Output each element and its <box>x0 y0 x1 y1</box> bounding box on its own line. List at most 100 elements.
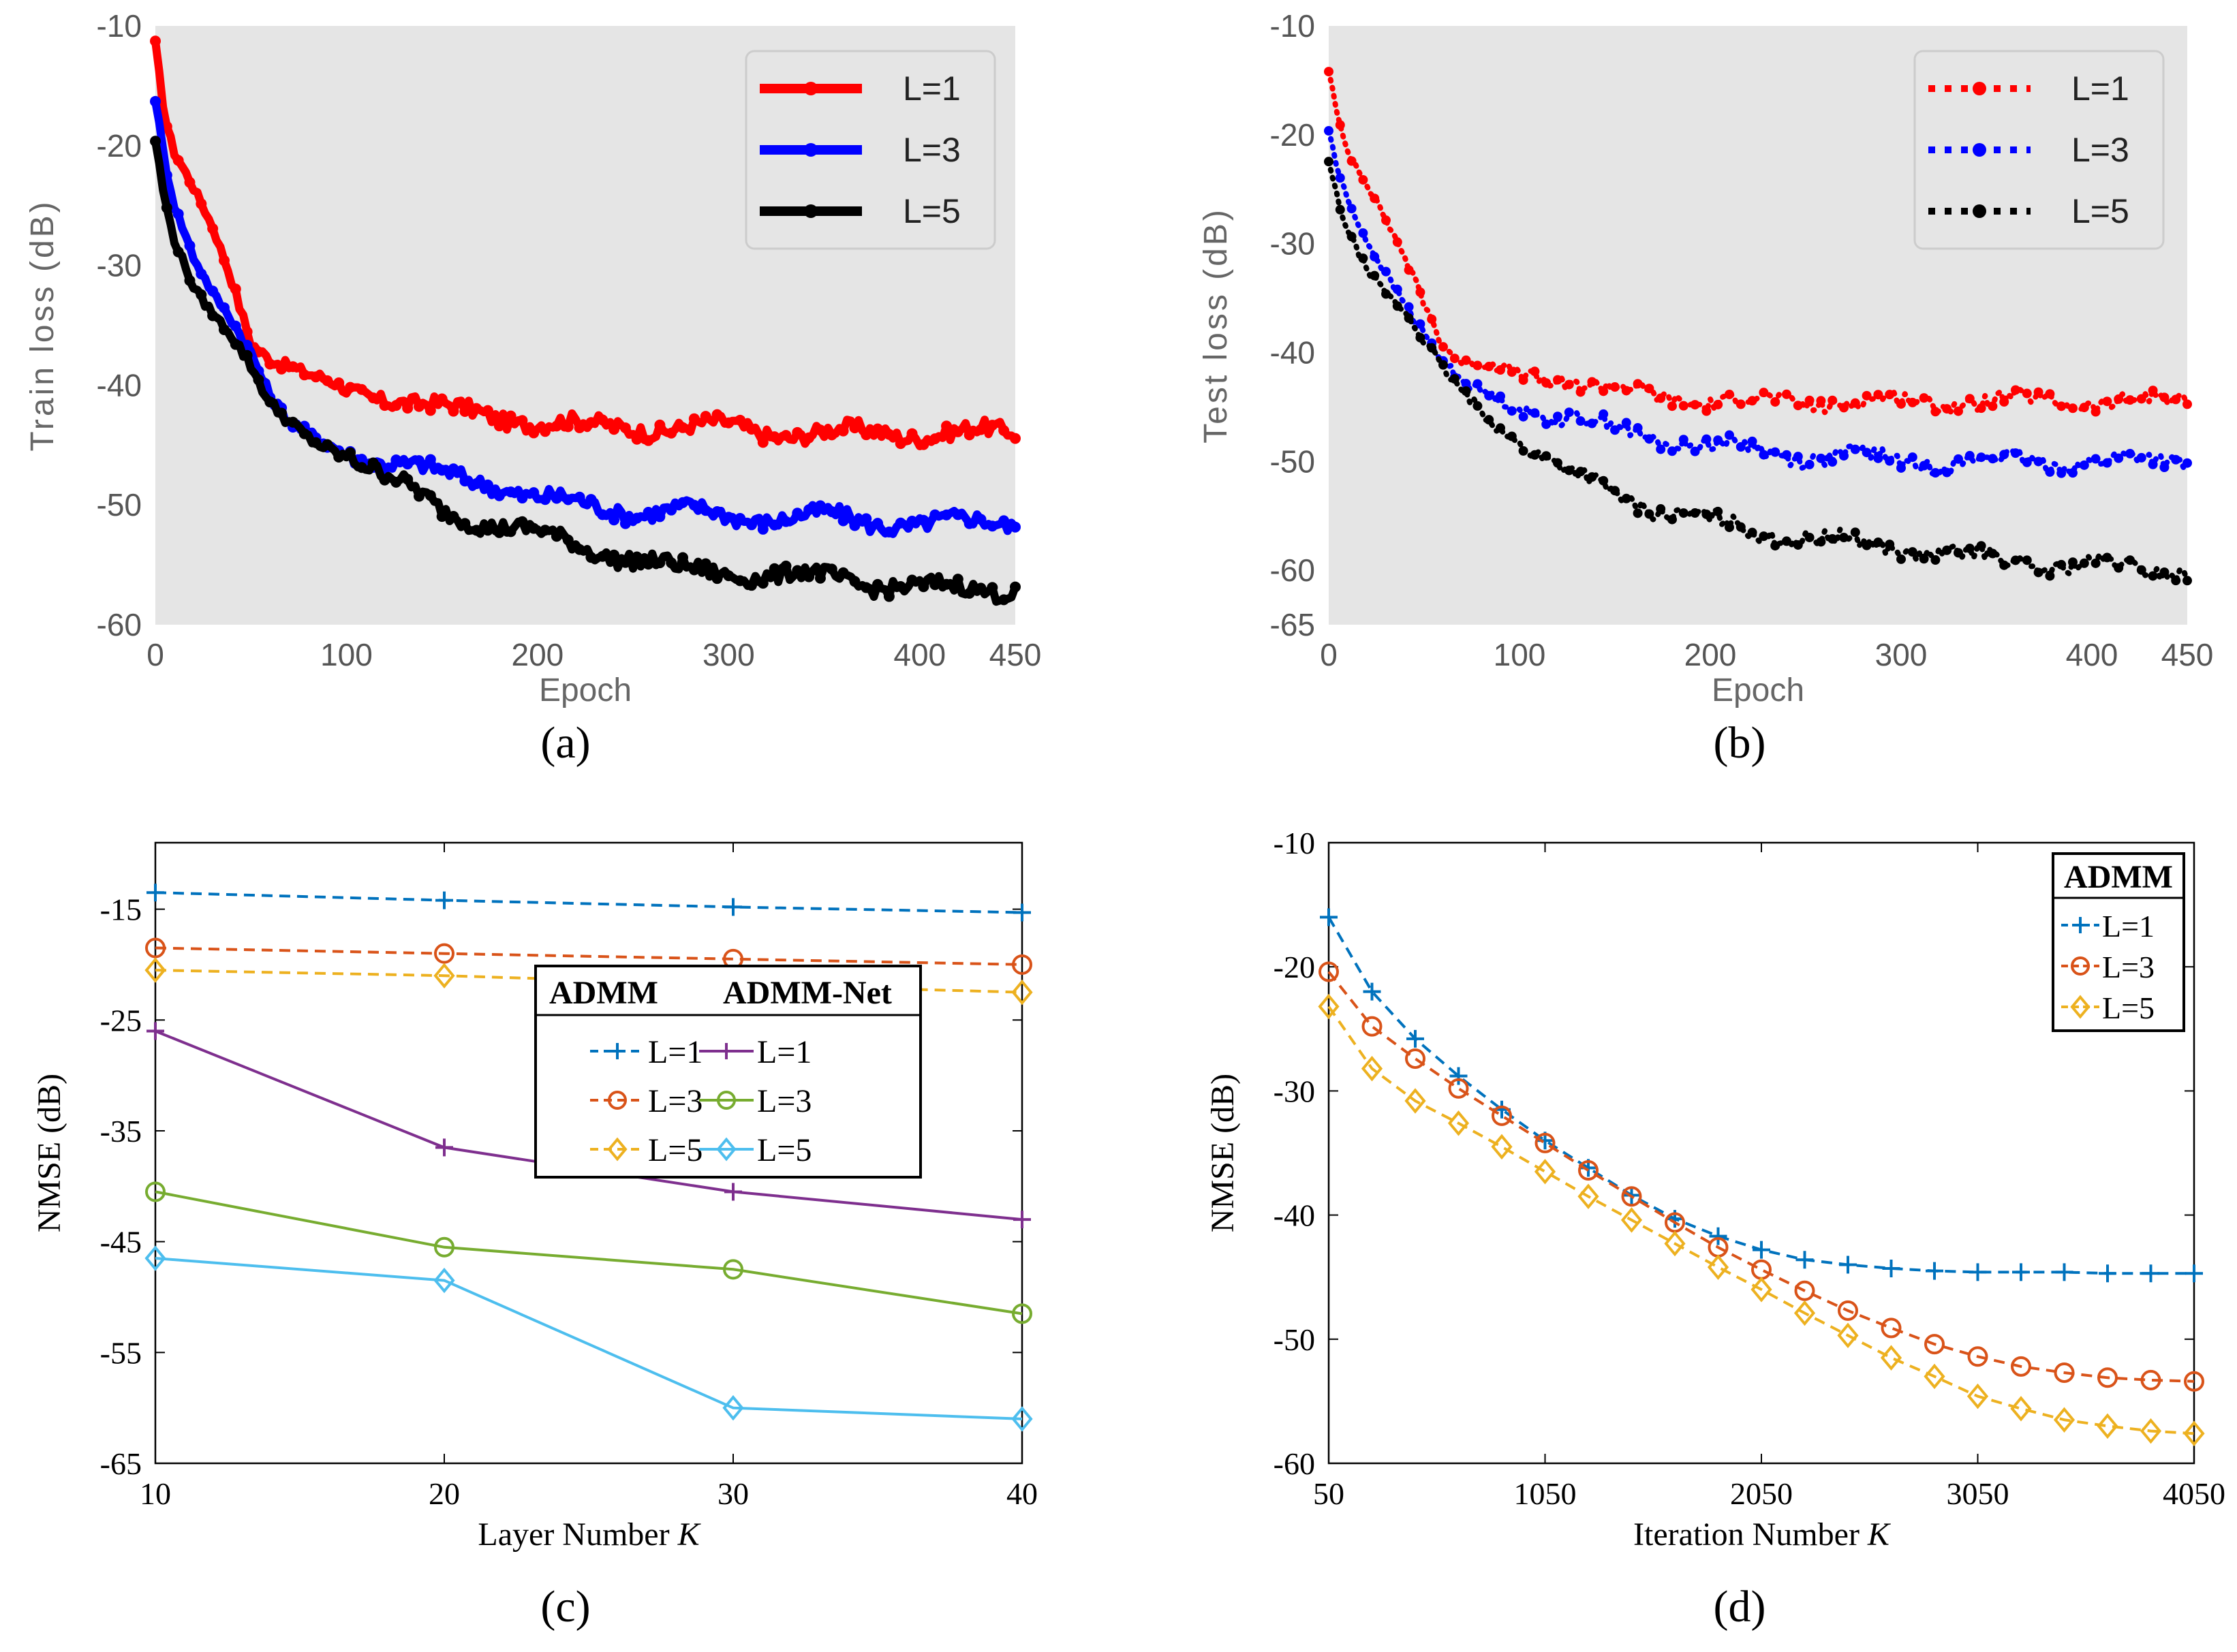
data-point <box>1335 204 1345 215</box>
data-point <box>1907 397 1917 407</box>
data-point <box>2125 555 2135 565</box>
x-tick-label: 450 <box>989 637 1042 672</box>
data-point <box>207 310 219 322</box>
x-tick-label: 400 <box>2066 637 2118 672</box>
data-point <box>2068 557 2078 567</box>
panel-caption: (b) <box>1714 718 1766 768</box>
legend-marker <box>608 1091 627 1110</box>
data-point <box>643 435 654 446</box>
y-tick-label: -40 <box>1274 1198 1315 1233</box>
data-point <box>1964 450 1975 461</box>
data-point <box>1012 954 1032 975</box>
data-point <box>1448 1078 1469 1099</box>
data-point <box>1966 1383 1989 1409</box>
data-point <box>2148 459 2158 469</box>
data-point <box>2182 576 2192 586</box>
y-tick-label: -65 <box>100 1446 142 1481</box>
data-point <box>1599 409 1609 419</box>
data-point <box>1816 396 1826 406</box>
data-point <box>1690 446 1700 456</box>
data-point <box>757 437 769 448</box>
data-point <box>1553 458 1562 468</box>
data-point <box>1484 390 1494 401</box>
data-point <box>145 937 166 959</box>
data-point <box>144 1245 166 1271</box>
data-point <box>1782 450 1791 460</box>
data-point <box>2171 454 2181 465</box>
data-point <box>2136 565 2146 575</box>
legend-marker <box>716 1137 737 1162</box>
data-point <box>150 136 161 147</box>
x-axis-label-variable: K <box>1867 1516 1892 1553</box>
data-point <box>356 384 367 395</box>
data-point <box>826 563 837 575</box>
legend-marker <box>718 1043 735 1059</box>
data-point <box>1701 434 1712 444</box>
data-point <box>757 578 769 589</box>
data-point <box>1644 509 1654 519</box>
data-point <box>230 320 241 332</box>
data-point <box>1370 193 1380 204</box>
legend-marker <box>804 143 818 157</box>
data-point <box>585 552 597 563</box>
data-point <box>677 552 689 563</box>
data-point <box>2033 567 2043 578</box>
data-point <box>574 422 585 433</box>
data-point <box>230 283 241 295</box>
data-point <box>1713 506 1723 516</box>
data-point <box>1633 508 1643 518</box>
data-point <box>1701 406 1712 416</box>
data-point <box>414 490 425 502</box>
data-point <box>918 439 929 450</box>
legend-label: L=5 <box>757 1132 812 1168</box>
data-point <box>505 410 516 422</box>
x-tick-label: 10 <box>140 1476 171 1511</box>
data-point <box>1620 1207 1643 1233</box>
data-point <box>528 427 540 439</box>
data-point <box>356 462 367 473</box>
x-axis-label-text: Iteration Number <box>1633 1516 1868 1553</box>
x-tick-label: 3050 <box>1947 1476 2009 1511</box>
data-point <box>551 531 562 542</box>
data-point <box>1449 1067 1468 1085</box>
data-point <box>298 369 310 381</box>
series-admm-net-L3 <box>145 1181 1032 1324</box>
data-point <box>1518 411 1528 422</box>
data-point <box>998 515 1010 527</box>
y-tick-label: -45 <box>100 1225 142 1260</box>
data-point <box>264 358 276 370</box>
data-point <box>1370 270 1380 281</box>
data-point <box>1610 486 1620 496</box>
x-tick-label: 40 <box>1006 1476 1038 1511</box>
data-point <box>1320 908 1338 926</box>
data-point <box>2185 1264 2203 1283</box>
data-point <box>619 422 631 434</box>
data-point <box>906 574 918 586</box>
data-point <box>987 420 998 431</box>
data-point <box>1449 354 1460 364</box>
data-point <box>1484 362 1494 372</box>
data-point <box>562 421 574 433</box>
data-point <box>1954 454 1963 464</box>
legend-item: L=5 <box>590 1132 703 1168</box>
data-point <box>1782 536 1791 546</box>
data-point <box>745 519 757 531</box>
data-point <box>1770 447 1780 457</box>
data-point <box>1415 287 1425 297</box>
data-point <box>184 176 196 188</box>
y-tick-label: -20 <box>1274 950 1315 984</box>
data-point <box>1012 1303 1032 1324</box>
data-point <box>2033 456 2043 467</box>
data-point <box>1804 459 1815 469</box>
data-point <box>2056 559 2067 570</box>
data-point <box>1381 289 1391 299</box>
data-point <box>906 515 918 527</box>
data-point <box>1747 527 1757 537</box>
data-point <box>1664 1230 1686 1257</box>
data-point <box>987 520 998 532</box>
data-point <box>2171 576 2181 586</box>
data-point <box>2159 392 2170 403</box>
data-point <box>1690 508 1700 518</box>
series-L1 <box>150 35 1021 450</box>
data-point <box>471 403 482 414</box>
